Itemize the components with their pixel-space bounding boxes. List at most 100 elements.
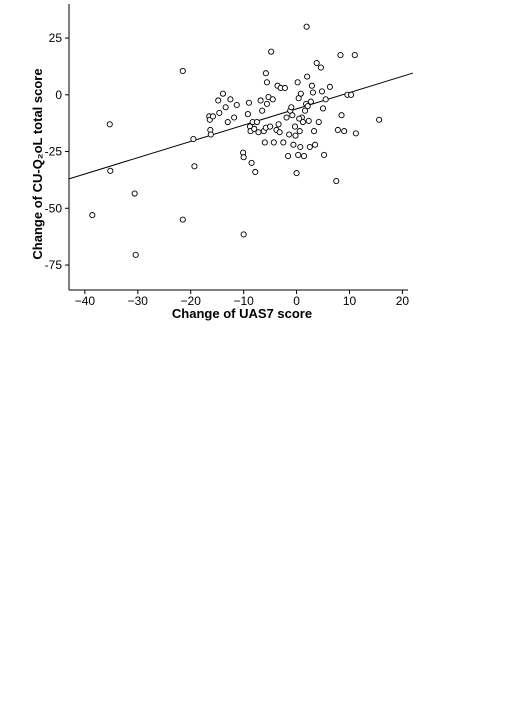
data-point xyxy=(263,79,270,86)
y-tick-label: -25 xyxy=(45,145,63,159)
data-point xyxy=(376,116,383,123)
data-point xyxy=(310,128,318,135)
data-point xyxy=(304,73,311,80)
x-tick-label: −30 xyxy=(128,294,149,308)
data-point xyxy=(253,118,260,126)
data-point xyxy=(307,98,314,105)
data-point xyxy=(334,126,341,134)
data-point xyxy=(296,115,303,122)
x-tick-label: 20 xyxy=(396,294,410,308)
x-tick-label: −10 xyxy=(233,294,254,308)
data-point xyxy=(319,105,327,112)
data-point xyxy=(248,159,255,166)
x-tick-label: −40 xyxy=(75,294,96,308)
data-point xyxy=(131,190,138,197)
data-point xyxy=(251,125,258,132)
data-point xyxy=(219,90,227,97)
x-tick-label: 0 xyxy=(293,294,300,308)
data-point xyxy=(313,59,320,67)
data-point xyxy=(337,52,344,59)
data-point xyxy=(245,99,252,106)
data-point xyxy=(291,123,299,130)
data-point xyxy=(294,79,301,86)
data-point xyxy=(297,90,304,97)
data-point xyxy=(215,97,222,104)
data-point xyxy=(233,101,240,109)
y-tick-label: 0 xyxy=(55,88,62,102)
data-point xyxy=(259,107,266,114)
data-point xyxy=(309,89,317,96)
data-point xyxy=(268,48,275,55)
data-point xyxy=(286,131,293,138)
data-point xyxy=(207,131,214,138)
data-point xyxy=(191,163,198,170)
data-point xyxy=(275,121,282,128)
data-point xyxy=(262,70,269,77)
data-point xyxy=(321,151,328,158)
data-point xyxy=(351,52,358,59)
data-point xyxy=(281,84,288,92)
data-point xyxy=(285,153,292,160)
data-point xyxy=(107,167,114,174)
data-points xyxy=(89,23,383,258)
data-point xyxy=(352,130,359,137)
data-point xyxy=(231,114,238,121)
data-point xyxy=(106,121,113,128)
y-tick-label: 25 xyxy=(49,31,63,45)
data-point xyxy=(295,151,302,158)
data-point xyxy=(333,177,340,185)
data-point xyxy=(308,82,315,89)
data-point xyxy=(317,64,324,71)
data-point xyxy=(270,139,277,146)
data-point xyxy=(318,88,326,95)
data-point xyxy=(293,170,300,177)
trendline-layer xyxy=(68,72,414,180)
data-point xyxy=(190,136,197,143)
x-axis-title: Change of UAS7 score xyxy=(172,306,312,321)
data-point xyxy=(244,111,251,118)
data-point xyxy=(224,118,231,126)
fit-line xyxy=(68,72,414,180)
data-point xyxy=(292,132,299,139)
data-point xyxy=(288,104,295,111)
data-point xyxy=(257,97,264,104)
scatter-chart: −40 −30 −20 −10 0 10 20 25 0 -25 -50 -75 Change of … xyxy=(0,0,522,330)
data-point xyxy=(312,141,319,148)
data-point xyxy=(179,216,186,223)
y-tick-label: -75 xyxy=(45,258,63,272)
data-point xyxy=(322,96,329,103)
data-point xyxy=(179,67,186,75)
data-point xyxy=(240,154,247,161)
data-point xyxy=(263,100,270,107)
data-point xyxy=(305,117,312,124)
data-point xyxy=(240,231,247,238)
data-point xyxy=(222,104,229,111)
data-point xyxy=(252,168,259,176)
data-point xyxy=(290,141,297,148)
data-point xyxy=(132,251,139,258)
data-point xyxy=(280,139,287,146)
data-point xyxy=(269,96,276,103)
data-point xyxy=(301,107,309,114)
chart-svg: −40 −30 −20 −10 0 10 20 25 0 -25 -50 -75 Change of … xyxy=(30,4,414,321)
data-point xyxy=(297,143,304,151)
tick-labels: −40 −30 −20 −10 0 10 20 25 0 -25 -50 -75 xyxy=(45,31,410,308)
data-point xyxy=(255,129,262,136)
data-point xyxy=(209,113,217,120)
data-point xyxy=(296,128,303,135)
data-point xyxy=(300,153,308,160)
data-point xyxy=(267,123,274,130)
y-axis-title: Change of CU-Q₂oL total score xyxy=(30,68,45,259)
data-point xyxy=(289,112,296,119)
data-point xyxy=(326,83,333,90)
data-point xyxy=(306,143,313,151)
data-point xyxy=(338,112,345,119)
data-point xyxy=(304,103,311,110)
data-point xyxy=(303,23,310,30)
axes xyxy=(65,4,408,294)
data-point xyxy=(227,96,234,103)
data-point xyxy=(315,118,322,126)
data-point xyxy=(276,129,283,136)
y-tick-label: -50 xyxy=(45,201,63,215)
data-point xyxy=(261,139,268,146)
